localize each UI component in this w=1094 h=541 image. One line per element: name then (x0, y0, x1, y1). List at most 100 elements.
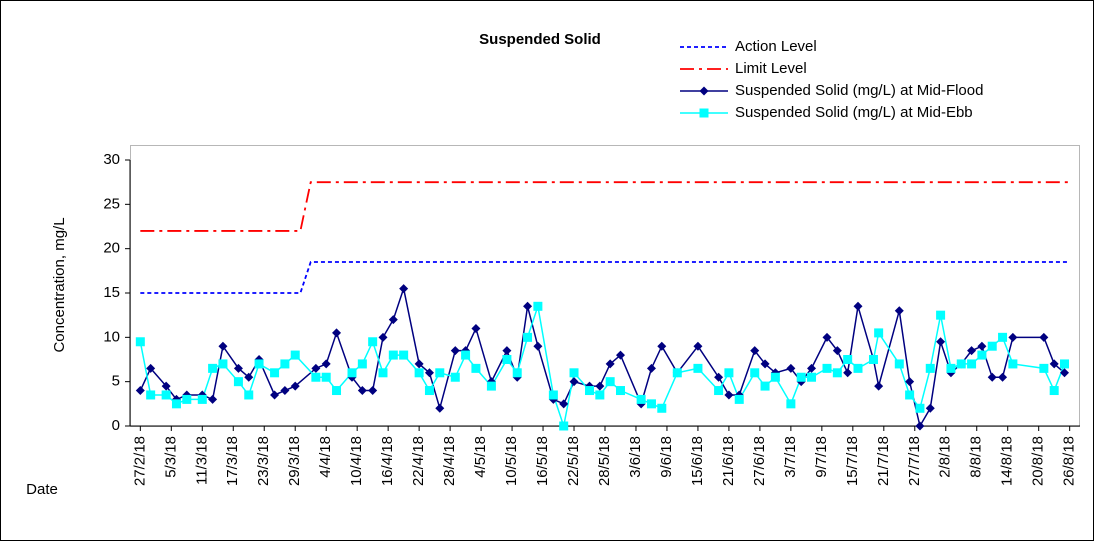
x-tick-label: 20/8/18 (1030, 436, 1047, 486)
point (1008, 359, 1018, 369)
x-tick-label: 10/5/18 (503, 436, 520, 486)
point (523, 301, 533, 311)
point (657, 403, 667, 413)
legend-entry: Limit Level (680, 60, 807, 77)
point (977, 341, 987, 351)
point (424, 368, 434, 378)
point (1039, 332, 1049, 342)
x-tick-label: 3/6/18 (627, 436, 644, 478)
point (905, 390, 915, 400)
point (998, 372, 1008, 382)
point (233, 363, 243, 373)
point (605, 377, 615, 387)
point (233, 377, 243, 387)
point (822, 332, 832, 342)
point (569, 377, 579, 387)
x-tick-label: 27/7/18 (906, 436, 923, 486)
x-tick-label: 22/4/18 (410, 436, 427, 486)
point (486, 381, 496, 391)
point (502, 355, 512, 364)
point (311, 372, 321, 382)
point (595, 390, 605, 400)
point (435, 403, 445, 413)
point (182, 394, 192, 404)
point (548, 390, 558, 400)
point (321, 372, 331, 382)
point (672, 368, 682, 378)
chart-title: Suspended Solid (479, 31, 601, 48)
point (332, 328, 342, 338)
point (414, 359, 424, 369)
point (533, 301, 543, 311)
point (559, 399, 569, 409)
legend-label: Limit Level (735, 60, 807, 77)
point (471, 323, 481, 333)
point (693, 341, 703, 351)
point (786, 363, 796, 373)
point (936, 337, 946, 347)
point (378, 332, 388, 342)
legend-label: Suspended Solid (mg/L) at Mid-Flood (735, 82, 983, 99)
point (1060, 359, 1070, 369)
point (280, 359, 290, 369)
x-axis-label: Date (26, 481, 58, 498)
point (987, 372, 997, 382)
point (146, 390, 156, 400)
point (388, 350, 398, 360)
point (290, 350, 300, 360)
point (843, 368, 853, 378)
x-tick-label: 21/6/18 (720, 436, 737, 486)
point (347, 368, 357, 378)
point (987, 341, 997, 351)
point (197, 394, 207, 404)
point (1060, 368, 1070, 378)
x-tick-label: 14/8/18 (999, 436, 1016, 486)
point (1039, 363, 1049, 373)
series-line (139, 306, 1066, 429)
point (368, 386, 378, 396)
point (280, 386, 290, 396)
point (874, 381, 884, 391)
point (714, 372, 724, 382)
point (646, 399, 656, 409)
point (796, 372, 806, 382)
point (270, 368, 280, 378)
point (956, 359, 966, 369)
point (388, 315, 398, 325)
point (750, 346, 760, 356)
point (1049, 359, 1059, 369)
point (807, 363, 817, 373)
x-tick-label: 11/3/18 (193, 436, 210, 485)
point (208, 394, 218, 404)
point (244, 390, 254, 400)
point (512, 368, 522, 378)
point (569, 368, 579, 378)
point (135, 337, 145, 347)
point (595, 381, 605, 391)
point (925, 363, 935, 373)
point (523, 332, 533, 342)
point (254, 359, 264, 369)
point (171, 399, 181, 409)
x-tick-label: 21/7/18 (875, 436, 892, 486)
x-tick-label: 27/6/18 (751, 436, 768, 486)
point (946, 363, 956, 373)
point (925, 403, 935, 413)
point (311, 363, 321, 373)
y-axis-label: Concentration, mg/L (51, 217, 68, 352)
point (615, 350, 625, 360)
point (146, 363, 156, 373)
point (894, 306, 904, 316)
legend-marker (699, 86, 709, 96)
legend-entry: Suspended Solid (mg/L) at Mid-Flood (680, 82, 983, 99)
point (646, 363, 656, 373)
y-tick-label: 25 (103, 195, 120, 212)
x-tick-label: 28/4/18 (441, 436, 458, 486)
x-tick-label: 16/5/18 (534, 436, 551, 486)
x-tick-label: 28/5/18 (596, 436, 613, 486)
x-tick-label: 10/4/18 (348, 436, 365, 486)
point (967, 359, 977, 369)
point (450, 346, 460, 356)
